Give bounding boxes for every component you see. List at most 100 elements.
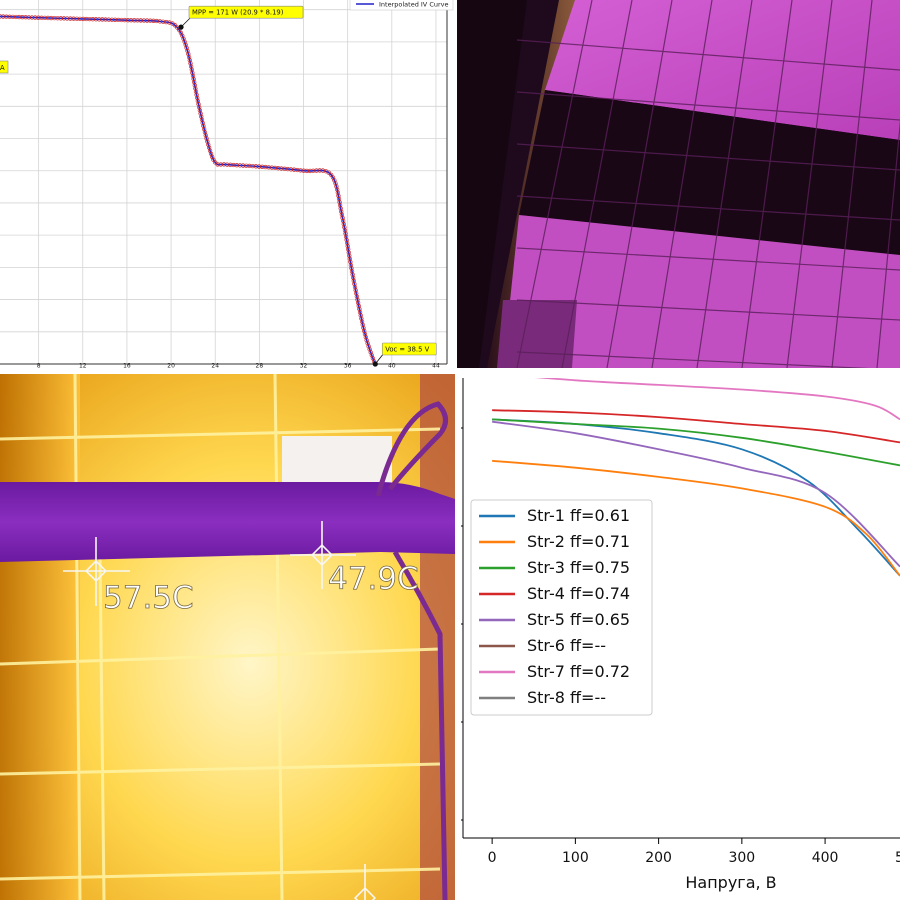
iv-x-tick: 40 bbox=[388, 363, 396, 369]
iv-marker bbox=[194, 92, 199, 97]
iv-x-tick: 28 bbox=[256, 363, 264, 369]
iv-marker bbox=[345, 240, 350, 246]
iv-marker bbox=[125, 18, 131, 23]
iv-marker bbox=[215, 162, 220, 167]
iv-marker bbox=[298, 168, 303, 173]
iv-marker bbox=[197, 108, 203, 113]
str-legend-label: Str-4 ff=0.74 bbox=[527, 584, 630, 603]
str-x-ticks: 0 100 200 300 400 500 bbox=[488, 838, 900, 866]
str-legend-label: Str-6 ff=-- bbox=[527, 636, 606, 655]
iv-legend: Interpolated IV Curve bbox=[349, 0, 454, 11]
iv-marker bbox=[352, 281, 357, 287]
iv-marker bbox=[188, 64, 194, 69]
iv-annotations: MPP = 171 W (20.9 * 8.19) Voc = 38.5 V A bbox=[0, 5, 437, 367]
iv-marker bbox=[190, 73, 196, 79]
iv-marker bbox=[122, 17, 127, 23]
iv-marker bbox=[196, 102, 201, 107]
str-legend-label: Str-7 ff=0.72 bbox=[527, 662, 630, 681]
iv-curve-chart: 8 12 16 20 24 28 32 36 40 44 MPP = 171 W (20.9 * … bbox=[0, 0, 454, 369]
thermal-graphic: 57.5C 47.9C bbox=[0, 374, 455, 900]
iv-marker bbox=[36, 15, 41, 20]
iv-marker bbox=[93, 17, 99, 22]
iv-x-tick: 24 bbox=[211, 363, 219, 369]
str-x-tick: 500 bbox=[895, 850, 900, 866]
iv-marker bbox=[61, 16, 67, 21]
str-legend-label: Str-1 ff=0.61 bbox=[527, 506, 630, 525]
str-legend-label: Str-5 ff=0.65 bbox=[527, 610, 630, 629]
thermal-cell-grid bbox=[0, 374, 441, 900]
strings-iv-chart: 0 100 200 300 400 500 Напруга, В Str-1 ff=0.6… bbox=[461, 378, 900, 892]
iv-marker bbox=[347, 256, 352, 261]
iv-marker bbox=[113, 17, 118, 22]
iv-marker bbox=[186, 54, 192, 60]
iv-marker bbox=[187, 58, 192, 63]
iv-marker bbox=[221, 162, 227, 167]
iv-marker bbox=[260, 164, 265, 169]
iv-marker bbox=[58, 16, 63, 21]
iv-marker bbox=[90, 17, 95, 22]
iv-marker bbox=[347, 253, 352, 258]
str-x-tick: 100 bbox=[562, 850, 589, 866]
iv-marker bbox=[359, 319, 365, 324]
isc-label: A bbox=[0, 64, 5, 72]
iv-marker bbox=[335, 187, 340, 192]
iv-marker bbox=[132, 18, 137, 23]
iv-marker bbox=[138, 18, 143, 23]
str-series-line-2 bbox=[492, 459, 900, 577]
iv-marker bbox=[346, 247, 351, 252]
temp-reading-1: 57.5C bbox=[103, 580, 194, 616]
iv-marker bbox=[343, 231, 348, 236]
temp-reading-2: 47.9C bbox=[328, 561, 419, 597]
iv-x-tick: 36 bbox=[344, 363, 352, 369]
iv-marker bbox=[135, 18, 140, 23]
iv-marker bbox=[84, 16, 89, 22]
mpp-label: MPP = 171 W (20.9 * 8.19) bbox=[192, 9, 284, 17]
iv-marker bbox=[335, 190, 340, 195]
iv-marker bbox=[17, 14, 22, 20]
iv-marker bbox=[237, 163, 243, 168]
iv-marker bbox=[128, 18, 134, 23]
iv-marker bbox=[228, 162, 233, 167]
iv-marker bbox=[350, 272, 355, 277]
iv-marker bbox=[282, 166, 287, 171]
iv-marker bbox=[320, 168, 326, 173]
iv-marker bbox=[343, 234, 349, 239]
iv-marker bbox=[151, 18, 156, 23]
iv-marker bbox=[154, 18, 159, 24]
iv-marker bbox=[345, 244, 350, 249]
crosshair-marker-2 bbox=[290, 521, 356, 589]
iv-marker bbox=[45, 15, 51, 21]
iv-marker bbox=[49, 15, 54, 21]
iv-marker bbox=[358, 313, 363, 318]
iv-marker bbox=[200, 120, 205, 126]
iv-marker bbox=[0, 14, 3, 19]
iv-marker bbox=[341, 218, 346, 224]
iv-marker bbox=[201, 123, 206, 129]
iv-x-tick: 20 bbox=[167, 363, 175, 369]
iv-marker bbox=[339, 209, 344, 214]
iv-marker bbox=[39, 15, 44, 20]
iv-marker bbox=[362, 328, 367, 334]
mounting-rail bbox=[0, 482, 455, 562]
iv-marker bbox=[326, 170, 331, 175]
iv-marker bbox=[116, 17, 121, 23]
iv-marker bbox=[357, 310, 363, 315]
str-legend-label: Str-8 ff=-- bbox=[527, 688, 606, 707]
iv-marker bbox=[244, 163, 249, 168]
el-panel-graphic bbox=[457, 0, 900, 368]
iv-marker bbox=[186, 51, 191, 57]
iv-marker bbox=[198, 111, 203, 116]
iv-x-tick: 12 bbox=[79, 363, 87, 369]
iv-marker bbox=[141, 18, 147, 23]
iv-marker bbox=[224, 162, 230, 167]
iv-marker bbox=[119, 17, 124, 23]
iv-marker bbox=[263, 164, 268, 170]
iv-marker bbox=[188, 61, 193, 66]
iv-marker bbox=[344, 237, 349, 242]
iv-marker bbox=[253, 164, 259, 169]
iv-marker bbox=[74, 16, 79, 21]
iv-marker bbox=[291, 167, 297, 172]
iv-marker bbox=[346, 250, 351, 255]
iv-marker bbox=[295, 167, 300, 173]
iv-marker bbox=[192, 83, 197, 88]
